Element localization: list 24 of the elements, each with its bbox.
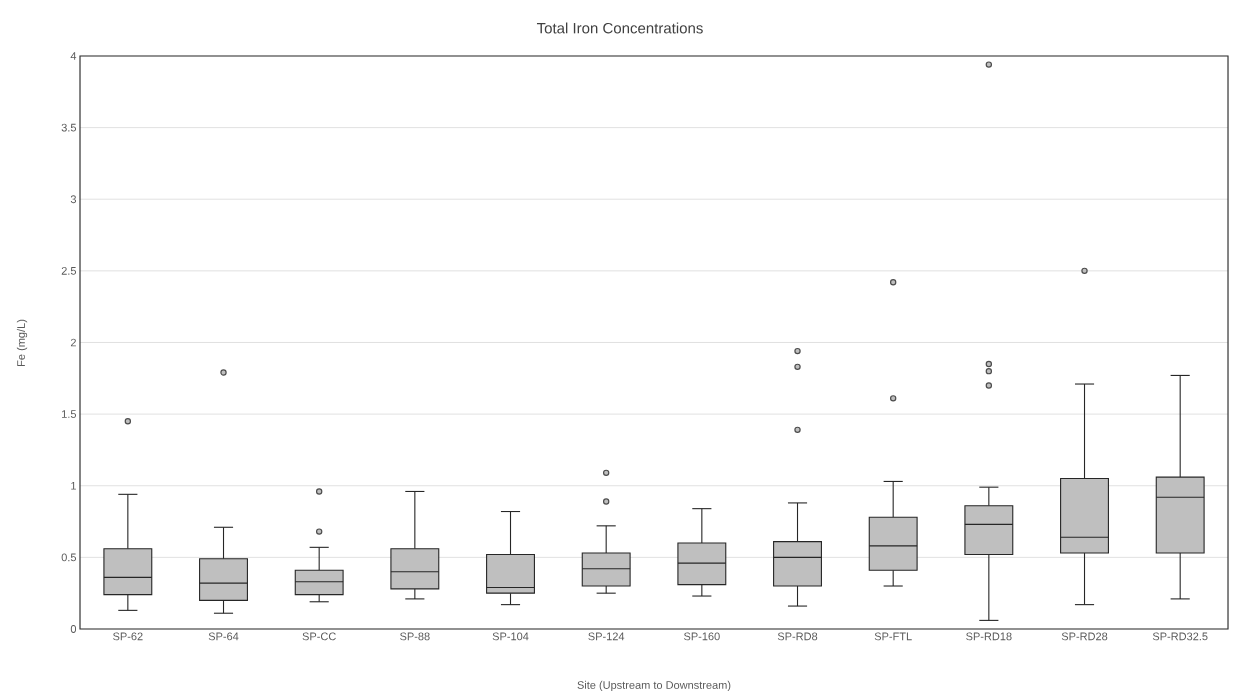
y-tick-label: 1.5	[62, 410, 77, 418]
x-axis-title: Site (Upstream to Downstream)	[577, 680, 731, 692]
y-tick-label: 1	[71, 481, 76, 490]
x-tick-label: SP-CC	[302, 632, 336, 641]
y-tick-label: 2	[70, 338, 76, 347]
y-tick-label: 0	[70, 625, 77, 633]
x-tick-label: SP-FTL	[874, 632, 912, 641]
x-tick-label: SP-RD28	[1061, 632, 1108, 641]
x-tick-label: SP-64	[208, 632, 239, 641]
y-tick-label: 3.5	[61, 123, 77, 132]
x-tick-label: SP-RD32.5	[1152, 632, 1208, 641]
x-tick-label: SP-RD8	[777, 632, 818, 641]
y-tick-label: 4	[70, 52, 77, 60]
x-tick-label: SP-RD18	[966, 632, 1012, 641]
x-tick-label: SP-124	[588, 632, 625, 641]
chart-title: Total Iron Concentrations	[536, 22, 703, 34]
x-tick-label: SP-62	[113, 632, 143, 641]
y-tick-label: 0.5	[61, 553, 77, 562]
x-tick-label: SP-160	[684, 632, 720, 641]
x-tick-label: SP-88	[400, 632, 430, 641]
y-tick-label: 2.5	[61, 266, 77, 275]
y-axis-title: Fe (mg/L)	[16, 319, 28, 366]
x-tick-label: SP-104	[492, 632, 529, 641]
y-tick-label: 3	[70, 195, 77, 204]
